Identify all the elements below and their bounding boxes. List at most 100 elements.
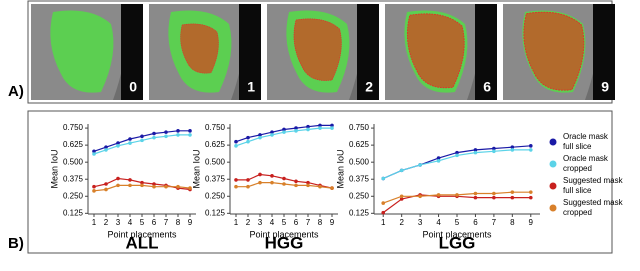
x-axis-label: Point placements xyxy=(249,229,319,239)
x-axis-label: Point placements xyxy=(107,229,177,239)
point xyxy=(270,180,274,185)
x-tick-label: 9 xyxy=(529,218,534,227)
legend-line: cropped xyxy=(563,208,592,217)
x-tick-label: 4 xyxy=(436,218,441,227)
point xyxy=(188,186,192,190)
x-tick-label: 3 xyxy=(418,218,423,227)
point xyxy=(128,137,132,141)
mri-image: 1 xyxy=(149,4,261,100)
point xyxy=(116,141,120,145)
y-axis-label: Mean IoU xyxy=(335,149,345,188)
point xyxy=(294,129,298,133)
point xyxy=(116,144,120,148)
point xyxy=(510,145,515,149)
point xyxy=(188,129,192,133)
y-tick-label: 0.125 xyxy=(349,208,370,217)
legend-line: Oracle mask xyxy=(563,132,609,141)
point xyxy=(128,178,132,182)
tumor-pred xyxy=(523,11,585,91)
point xyxy=(492,149,496,154)
legend-label: Suggested mask full slice xyxy=(563,176,624,195)
point xyxy=(234,184,238,189)
legend-label: Suggested mask cropped xyxy=(563,198,624,217)
point xyxy=(152,182,156,186)
point xyxy=(234,139,238,144)
chart-title: HGG xyxy=(265,233,304,252)
point xyxy=(528,195,533,200)
point xyxy=(492,146,496,151)
y-tick-label: 0.750 xyxy=(63,123,84,132)
point xyxy=(294,179,298,184)
legend-line: cropped xyxy=(563,164,592,173)
point xyxy=(246,135,250,140)
mri-image: 2 xyxy=(267,4,379,100)
legend-marker xyxy=(549,160,557,168)
panel-b-label: B) xyxy=(8,235,24,252)
point xyxy=(246,139,250,144)
y-tick-label: 0.625 xyxy=(63,140,84,149)
mri-image: 0 xyxy=(31,4,143,100)
y-tick-label: 0.250 xyxy=(205,191,226,200)
x-tick-label: 2 xyxy=(399,218,404,227)
x-tick-label: 2 xyxy=(246,218,251,227)
image-label: 6 xyxy=(483,79,491,95)
point xyxy=(270,133,274,137)
point xyxy=(92,184,96,189)
point xyxy=(92,189,96,193)
mri-image: 6 xyxy=(385,4,497,100)
x-tick-label: 5 xyxy=(140,218,145,227)
point xyxy=(176,133,180,137)
point xyxy=(306,124,310,129)
y-tick-label: 0.625 xyxy=(349,140,370,149)
point xyxy=(436,156,441,160)
y-tick-label: 0.375 xyxy=(63,174,84,183)
panel-a-label: A) xyxy=(8,83,24,100)
legend-label: Oracle mask cropped xyxy=(563,154,609,173)
point xyxy=(258,135,262,140)
x-tick-label: 9 xyxy=(188,218,193,227)
point xyxy=(381,210,386,215)
point xyxy=(528,148,533,152)
point xyxy=(140,134,144,139)
background-black xyxy=(121,4,143,100)
point xyxy=(473,191,478,196)
point xyxy=(306,180,310,185)
y-tick-label: 0.375 xyxy=(349,174,370,183)
point xyxy=(152,184,156,189)
x-axis-label: Point placements xyxy=(422,229,492,239)
x-tick-label: 6 xyxy=(473,218,478,227)
point xyxy=(282,127,286,132)
y-tick-label: 0.250 xyxy=(63,191,84,200)
point xyxy=(164,130,168,134)
x-tick-label: 6 xyxy=(294,218,299,227)
background-black xyxy=(593,4,615,100)
legend-line: Suggested mask xyxy=(563,176,624,185)
point xyxy=(104,145,108,149)
point xyxy=(234,144,238,148)
tumor-pred xyxy=(180,23,219,74)
point xyxy=(473,195,478,200)
point xyxy=(318,123,322,128)
mri-image: 9 xyxy=(503,4,615,100)
point xyxy=(455,150,459,155)
point xyxy=(234,178,238,182)
point xyxy=(455,153,459,158)
x-tick-label: 6 xyxy=(152,218,157,227)
image-label: 1 xyxy=(247,79,255,95)
legend-marker xyxy=(549,138,557,146)
x-tick-label: 1 xyxy=(381,218,386,227)
point xyxy=(306,127,310,132)
point xyxy=(455,193,459,197)
point xyxy=(270,130,274,134)
point xyxy=(188,133,192,137)
x-tick-label: 5 xyxy=(455,218,460,227)
x-tick-label: 7 xyxy=(492,218,497,227)
point xyxy=(282,182,286,186)
point xyxy=(176,184,180,189)
x-tick-label: 3 xyxy=(258,218,263,227)
tumor-pred xyxy=(406,13,465,89)
point xyxy=(330,123,334,128)
y-axis-label: Mean IoU xyxy=(49,149,59,188)
